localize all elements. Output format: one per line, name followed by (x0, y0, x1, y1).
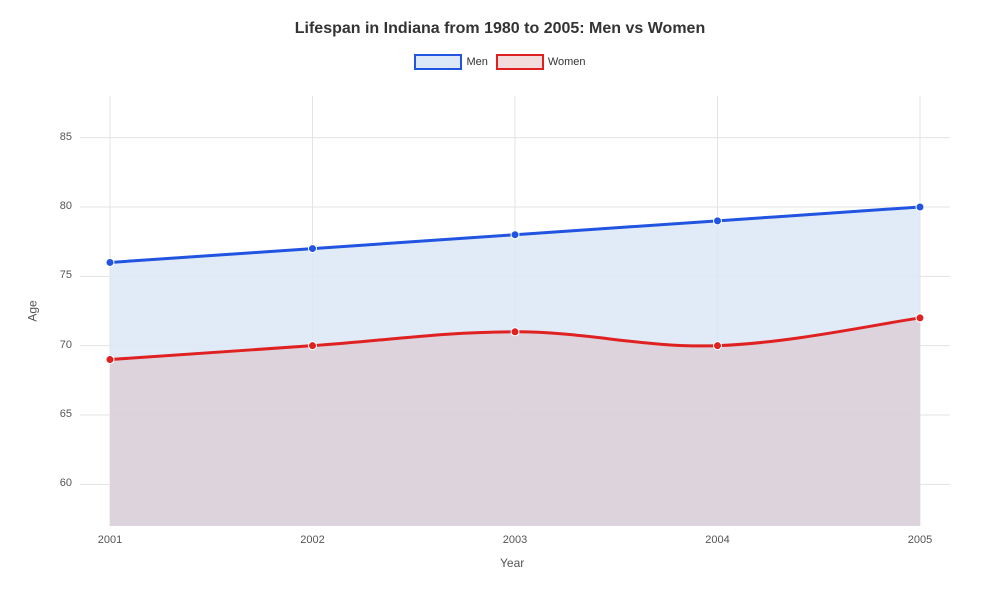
y-tick-label: 65 (60, 408, 72, 420)
plot-area (80, 96, 950, 526)
y-tick-label: 80 (60, 200, 72, 212)
legend-label-women: Women (548, 56, 586, 68)
chart-title: Lifespan in Indiana from 1980 to 2005: M… (0, 0, 1000, 38)
legend-swatch-women (496, 54, 544, 70)
x-tick-label: 2002 (293, 534, 333, 546)
legend-swatch-men (414, 54, 462, 70)
y-tick-label: 70 (60, 339, 72, 351)
y-tick-label: 60 (60, 477, 72, 489)
x-tick-label: 2003 (495, 534, 535, 546)
x-tick-label: 2001 (90, 534, 130, 546)
legend-label-men: Men (466, 56, 487, 68)
chart-svg (80, 96, 950, 526)
chart-container: Lifespan in Indiana from 1980 to 2005: M… (0, 0, 1000, 600)
legend-item-men: Men (414, 54, 487, 70)
x-tick-label: 2004 (698, 534, 738, 546)
x-tick-label: 2005 (900, 534, 940, 546)
y-tick-label: 75 (60, 269, 72, 281)
y-tick-label: 85 (60, 131, 72, 143)
chart-legend: Men Women (0, 54, 1000, 70)
x-axis-label: Year (500, 556, 524, 570)
legend-item-women: Women (496, 54, 586, 70)
y-axis-label: Age (26, 300, 40, 321)
